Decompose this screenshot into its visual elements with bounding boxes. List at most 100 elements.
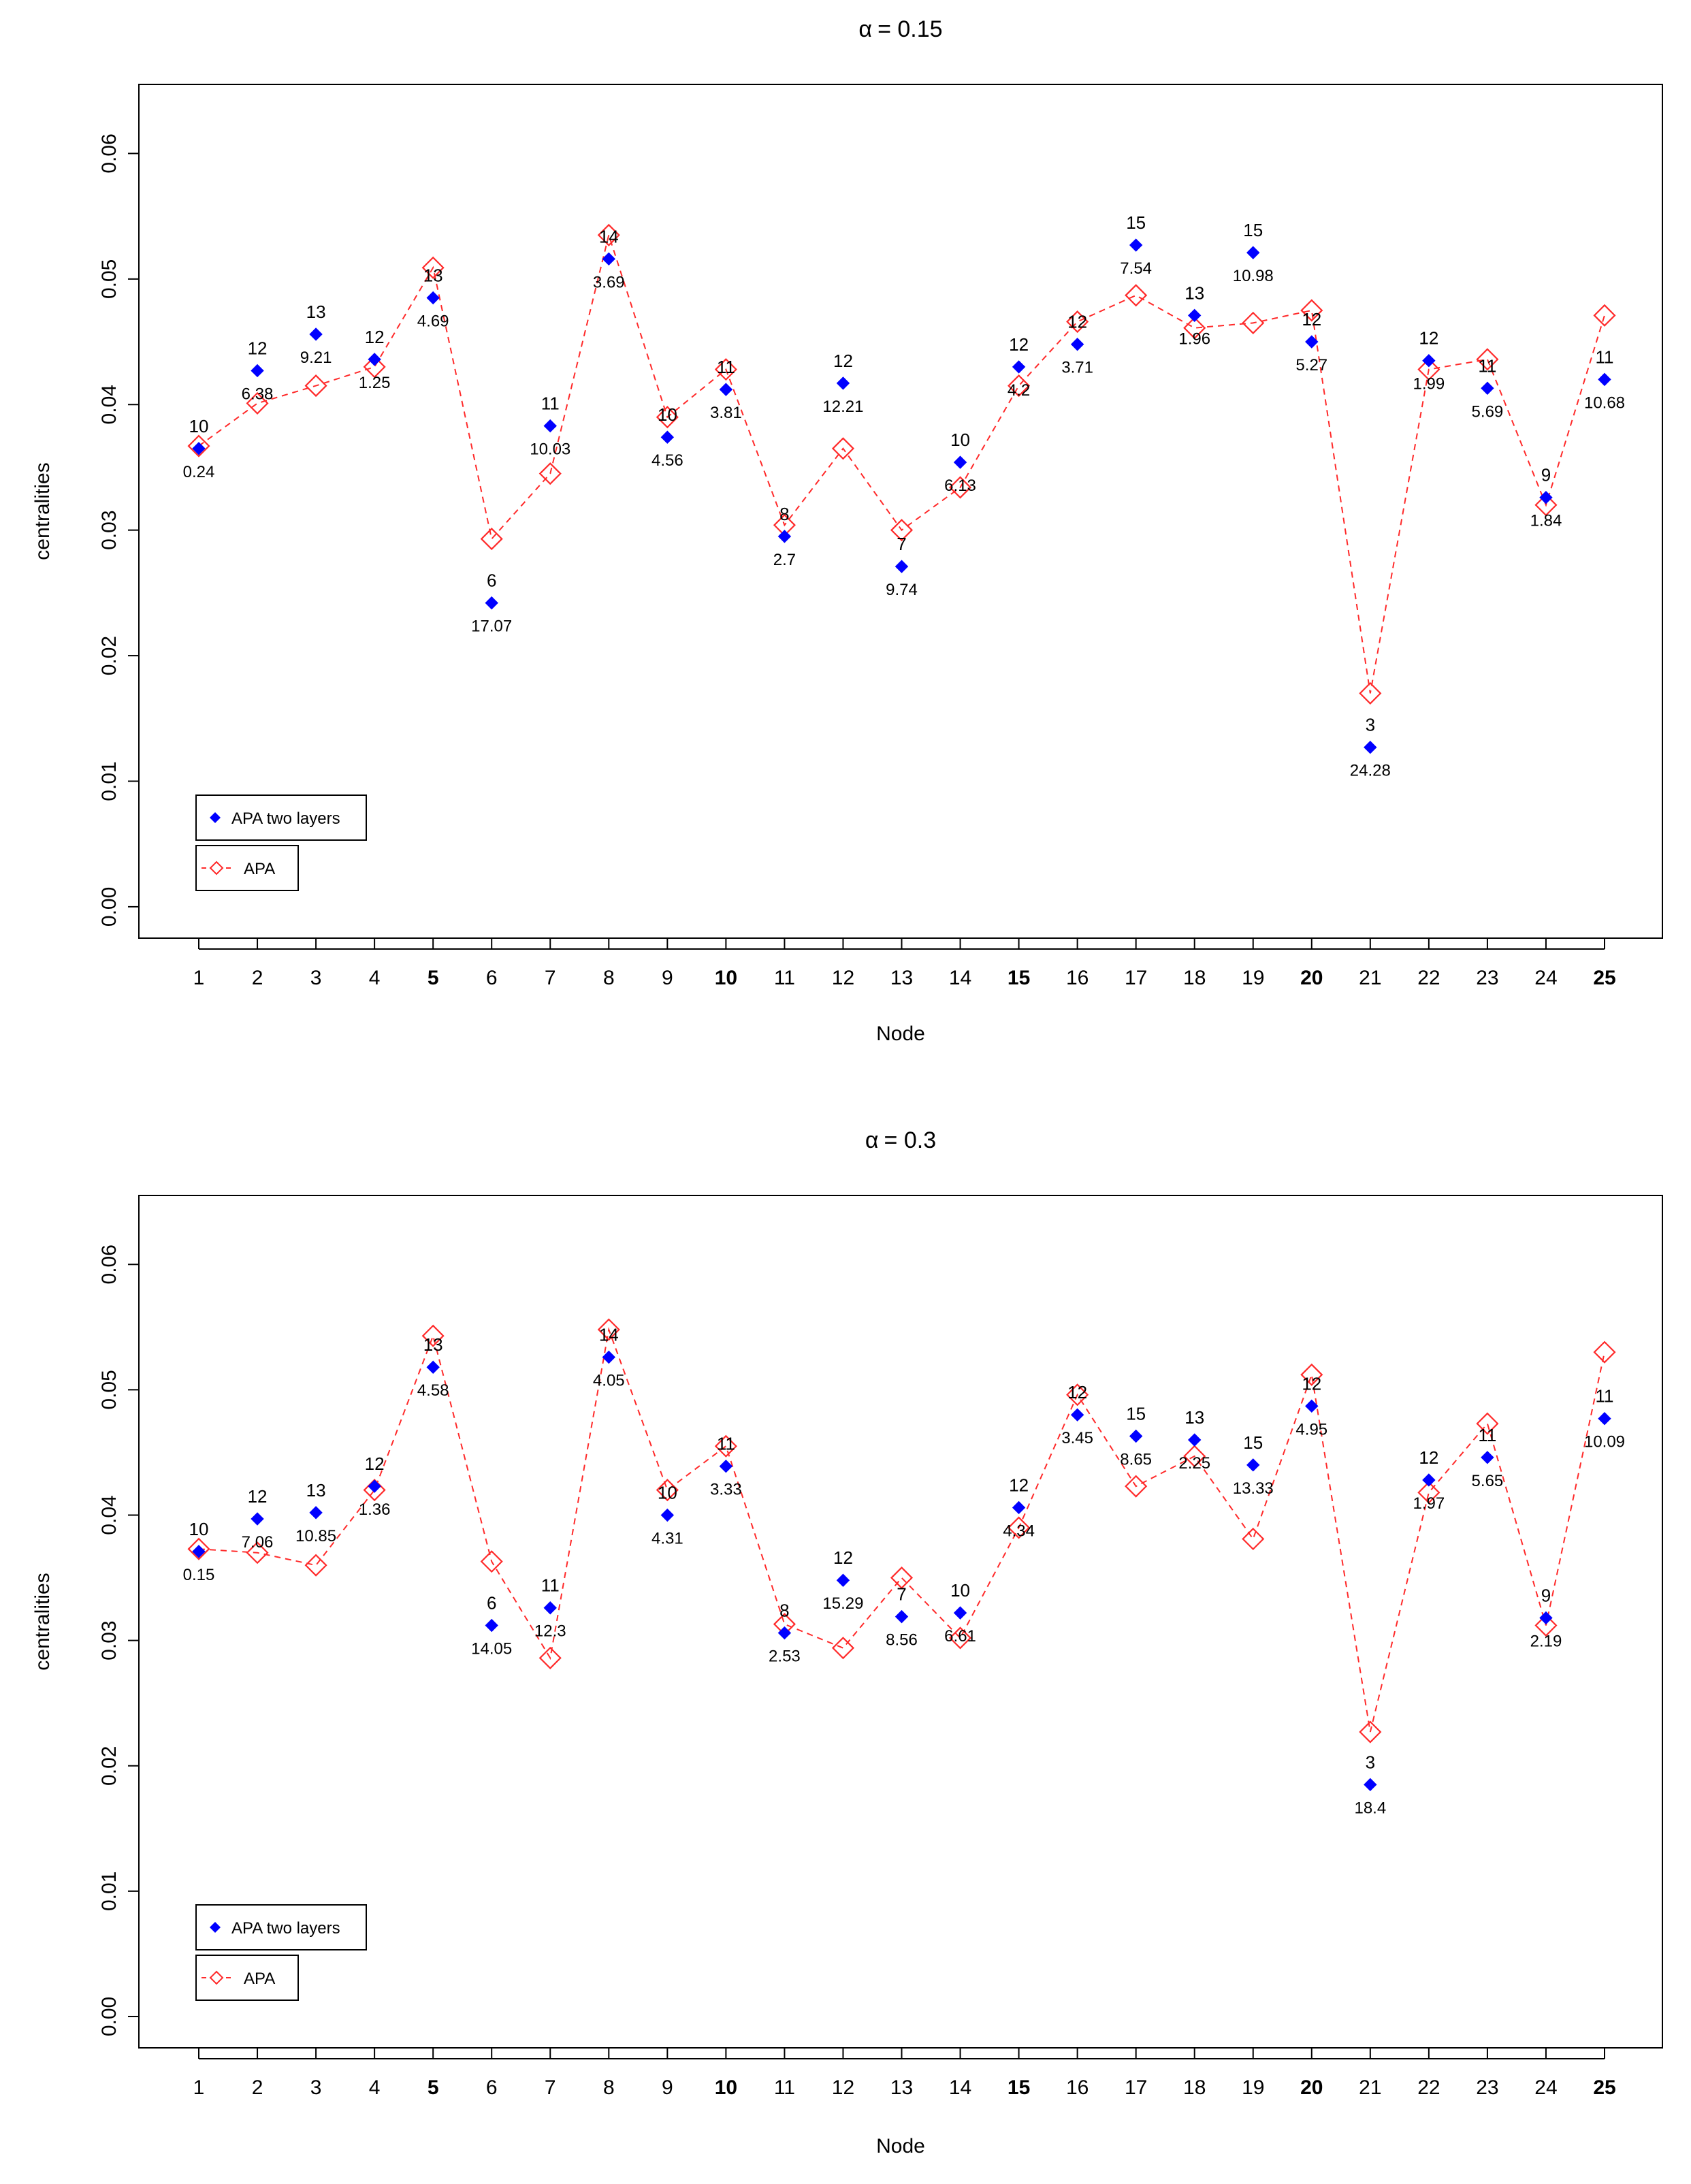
x-tick-label: 13 <box>890 967 913 989</box>
legend-filled-diamond-icon <box>210 812 221 823</box>
x-tick-label: 18 <box>1183 967 1206 989</box>
point-label-top: 11 <box>1596 1386 1614 1407</box>
legend-entry-apa-two-layers: APA two layers <box>195 794 367 841</box>
point-label-bottom: 9.21 <box>300 349 332 367</box>
apa-point <box>1534 494 1558 517</box>
apa-point <box>480 528 503 551</box>
apa-two-layers-point <box>777 530 792 543</box>
apa-two-layers-point <box>836 1573 850 1587</box>
apa-point <box>246 391 269 415</box>
point-label-bottom: 4.34 <box>1003 1522 1035 1540</box>
title-value: = 0.15 <box>877 16 942 42</box>
point-label-top: 7 <box>897 534 906 554</box>
apa-two-layers-point <box>1129 1429 1143 1443</box>
point-label-top: 11 <box>541 1575 560 1596</box>
y-tick-label: 0.02 <box>98 1746 120 1786</box>
apa-two-layers-point <box>192 442 206 455</box>
x-tick-label: 8 <box>603 2076 615 2099</box>
apa-point <box>948 476 972 499</box>
apa-point <box>1417 1481 1440 1504</box>
legend-open-diamond-icon <box>209 1970 224 1985</box>
y-tick-label: 0.01 <box>98 761 120 801</box>
apa-point <box>1125 284 1148 307</box>
apa-two-layers-point <box>1012 1500 1026 1515</box>
point-label-top: 13 <box>423 266 443 286</box>
x-tick-label: 1 <box>193 967 205 989</box>
chart-title: α = 0.15 <box>858 16 942 42</box>
point-label-top: 15 <box>1126 1404 1146 1424</box>
x-tick-label: 24 <box>1534 2076 1557 2099</box>
legend-box <box>195 794 367 841</box>
point-label-top: 14 <box>599 226 619 246</box>
point-label-bottom: 12.21 <box>822 398 863 416</box>
apa-two-layers-point <box>1539 491 1553 504</box>
apa-two-layers-point <box>719 1459 733 1473</box>
x-tick-label: 15 <box>1008 2076 1030 2099</box>
x-tick-label: 22 <box>1417 2076 1440 2099</box>
legend-entry-apa: APA <box>195 1955 299 2001</box>
x-tick-label: 9 <box>662 967 673 989</box>
point-label-top: 12 <box>1302 309 1321 330</box>
x-tick-label: 16 <box>1066 967 1089 989</box>
point-label-top: 3 <box>1366 715 1375 735</box>
point-label-bottom: 13.33 <box>1233 1479 1274 1498</box>
apa-two-layers-point <box>1481 381 1494 395</box>
point-label-bottom: 2.19 <box>1530 1632 1562 1650</box>
apa-point <box>363 1479 386 1502</box>
point-label-top: 11 <box>1478 1425 1496 1445</box>
point-label-bottom: 6.38 <box>242 385 274 403</box>
x-tick-label: 8 <box>603 967 615 989</box>
x-tick-label: 10 <box>715 967 737 989</box>
point-label-top: 11 <box>541 394 560 414</box>
apa-two-layers-point <box>1598 372 1611 387</box>
apa-point <box>480 1550 503 1573</box>
point-label-top: 11 <box>717 1434 735 1454</box>
point-label-bottom: 4.2 <box>1008 381 1030 400</box>
point-label-bottom: 4.56 <box>651 451 683 470</box>
legend-box <box>195 1904 367 1950</box>
x-tick-label: 19 <box>1242 2076 1264 2099</box>
apa-two-layers-point <box>836 376 850 390</box>
apa-point <box>1300 299 1323 322</box>
point-label-top: 11 <box>1478 355 1496 376</box>
x-tick-label: 20 <box>1300 967 1323 989</box>
x-tick-label: 25 <box>1593 2076 1615 2099</box>
y-axis-title: centralities <box>31 1573 54 1670</box>
point-label-bottom: 10.03 <box>530 440 570 459</box>
apa-point <box>538 462 562 485</box>
apa-point <box>1359 1720 1382 1744</box>
apa-point <box>656 406 679 429</box>
y-axis-title: centralities <box>31 462 54 560</box>
apa-two-layers-point <box>543 1601 557 1615</box>
chart-panel-alpha-0.15: α = 0.150.000.010.020.030.040.050.061 2 3 4 5… <box>31 16 1663 1045</box>
chart-title: α = 0.3 <box>865 1127 936 1153</box>
point-label-bottom: 2.7 <box>773 551 796 569</box>
apa-point <box>1300 1363 1323 1386</box>
x-tick-label: 6 <box>486 2076 498 2099</box>
apa-two-layers-point <box>1422 353 1436 368</box>
x-tick-label: 10 <box>715 2076 737 2099</box>
point-label-bottom: 3.45 <box>1061 1429 1093 1447</box>
x-tick-label: 15 <box>1008 967 1030 989</box>
apa-two-layers-point <box>1246 246 1260 259</box>
point-label-top: 10 <box>950 430 970 450</box>
y-tick-label: 0.00 <box>98 1997 120 2036</box>
apa-two-layers-point <box>1364 740 1377 754</box>
point-label-bottom: 5.65 <box>1472 1472 1504 1490</box>
point-label-top: 10 <box>189 416 209 436</box>
apa-two-layers-point <box>368 353 381 366</box>
apa-two-layers-point <box>1422 1473 1436 1487</box>
apa-two-layers-point <box>1070 1408 1084 1422</box>
point-label-top: 8 <box>779 1601 789 1621</box>
point-label-bottom: 24.28 <box>1350 762 1391 780</box>
legend-entry-apa: APA <box>195 845 299 891</box>
apa-point <box>831 437 855 460</box>
legend-label: APA <box>244 860 275 878</box>
point-label-top: 3 <box>1366 1752 1375 1772</box>
apa-point <box>1593 1340 1616 1364</box>
point-label-bottom: 2.53 <box>769 1648 801 1666</box>
point-label-top: 9 <box>1541 465 1551 485</box>
apa-two-layers-point <box>426 291 440 305</box>
point-label-top: 12 <box>1009 334 1029 355</box>
